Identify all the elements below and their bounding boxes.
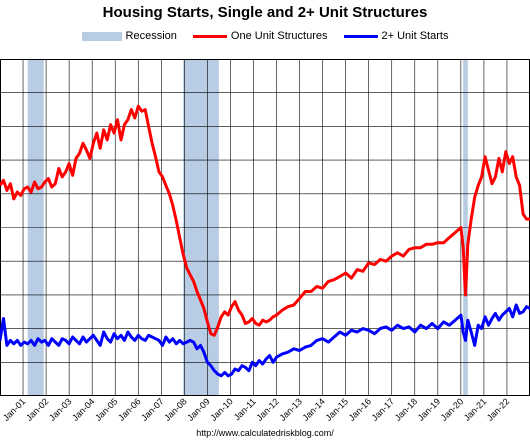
chart-title: Housing Starts, Single and 2+ Unit Struc… bbox=[102, 4, 428, 21]
x-tick-label: Jan-08 bbox=[162, 396, 189, 423]
x-tick-label: Jan-17 bbox=[370, 396, 397, 423]
x-tick-label: Jan-02 bbox=[24, 396, 51, 423]
x-tick-label: Jan-05 bbox=[93, 396, 120, 423]
x-tick-label: Jan-07 bbox=[139, 396, 166, 423]
legend-item-recession: Recession bbox=[81, 30, 177, 42]
x-tick-label: Jan-09 bbox=[185, 396, 212, 423]
legend-item-one-unit: One Unit Structures bbox=[192, 30, 328, 42]
x-tick-label: Jan-14 bbox=[300, 396, 327, 423]
x-tick-label: Jan-03 bbox=[47, 396, 74, 423]
x-tick-label: Jan-01 bbox=[1, 396, 28, 423]
x-tick-label: Jan-15 bbox=[324, 396, 351, 423]
source-url: http://www.calculatedriskblog.com/ bbox=[196, 428, 334, 438]
x-tick-label: Jan-06 bbox=[116, 396, 143, 423]
x-tick-label: Jan-20 bbox=[439, 396, 466, 423]
x-tick-label: Jan-11 bbox=[232, 396, 258, 422]
legend-label-multi-unit: 2+ Unit Starts bbox=[381, 30, 449, 42]
series-line-multi-unit bbox=[0, 303, 530, 378]
chart-legend: Recession One Unit Structures 2+ Unit St… bbox=[0, 30, 530, 42]
x-tick-label: Jan-16 bbox=[347, 396, 374, 423]
series-line-one-unit bbox=[0, 104, 530, 337]
x-tick-label: Jan-21 bbox=[462, 396, 489, 423]
x-tick-label: Jan-22 bbox=[485, 396, 512, 423]
legend-swatch-recession bbox=[81, 31, 122, 41]
x-tick-label: Jan-13 bbox=[277, 396, 304, 423]
legend-label-one-unit: One Unit Structures bbox=[230, 30, 328, 42]
x-tick-label: Jan-04 bbox=[70, 396, 97, 423]
x-tick-label: Jan-19 bbox=[416, 396, 443, 423]
x-tick-label: Jan-10 bbox=[208, 396, 235, 423]
x-tick-label: Jan-18 bbox=[393, 396, 420, 423]
legend-swatch-one-unit bbox=[192, 34, 227, 38]
legend-item-multi-unit: 2+ Unit Starts bbox=[343, 30, 449, 42]
x-tick-label: Jan-12 bbox=[254, 396, 281, 423]
legend-label-recession: Recession bbox=[125, 30, 177, 42]
legend-swatch-multi-unit bbox=[343, 34, 378, 38]
